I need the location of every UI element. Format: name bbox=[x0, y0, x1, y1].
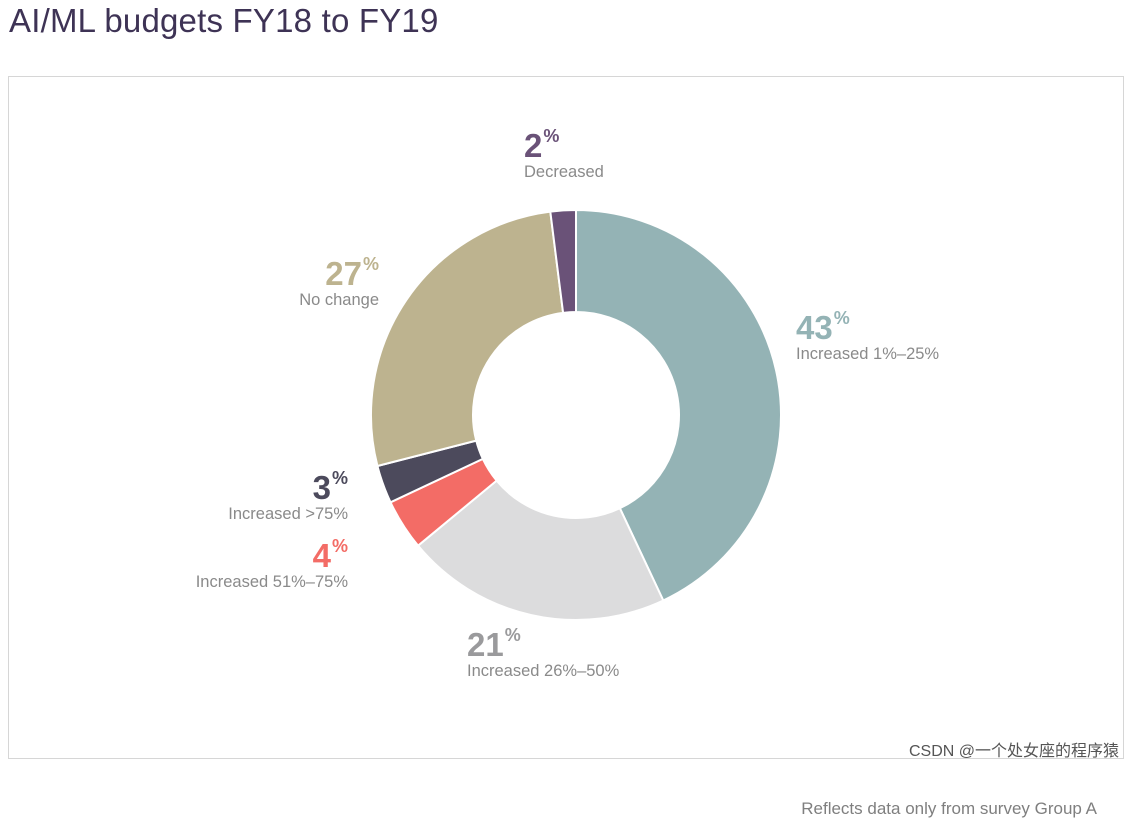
slice-label-increased-1-25: 43% Increased 1%–25% bbox=[796, 308, 940, 363]
slice-caption: Decreased bbox=[524, 163, 604, 181]
slice-label-decreased: 2% Decreased bbox=[524, 126, 604, 181]
slice-label-no-change: 27% No change bbox=[299, 254, 379, 309]
donut-slice-0 bbox=[575, 208, 782, 602]
slice-pct: 2% bbox=[524, 126, 560, 164]
slice-label-increased-26-50: 21% Increased 26%–50% bbox=[467, 625, 620, 680]
slice-label-increased-51-75: 4% Increased 51%–75% bbox=[195, 536, 348, 591]
donut-slice-1 bbox=[416, 479, 665, 621]
page-title: AI/ML budgets FY18 to FY19 bbox=[9, 2, 439, 39]
donut-slice-4 bbox=[370, 210, 565, 468]
slice-pct: 43% bbox=[796, 308, 850, 346]
watermark-text: CSDN @一个处女座的程序猿 bbox=[908, 743, 1119, 760]
chart-frame: 43% Increased 1%–25% 21% Increased 26%–5… bbox=[8, 76, 1124, 818]
slice-pct: 4% bbox=[312, 536, 348, 574]
chart-footnote: Reflects data only from survey Group A bbox=[801, 799, 1097, 818]
slice-pct: 27% bbox=[325, 254, 379, 292]
donut-chart bbox=[370, 208, 782, 621]
slice-caption: Increased 1%–25% bbox=[796, 345, 940, 363]
slice-caption: Increased 51%–75% bbox=[195, 573, 348, 591]
slice-caption: Increased >75% bbox=[228, 505, 348, 523]
slice-pct: 21% bbox=[467, 625, 521, 663]
slice-caption: Increased 26%–50% bbox=[467, 662, 620, 680]
slice-caption: No change bbox=[299, 291, 379, 309]
slice-pct: 3% bbox=[312, 468, 348, 506]
donut-slice-5 bbox=[549, 208, 577, 314]
slice-label-increased-over-75: 3% Increased >75% bbox=[228, 468, 348, 523]
